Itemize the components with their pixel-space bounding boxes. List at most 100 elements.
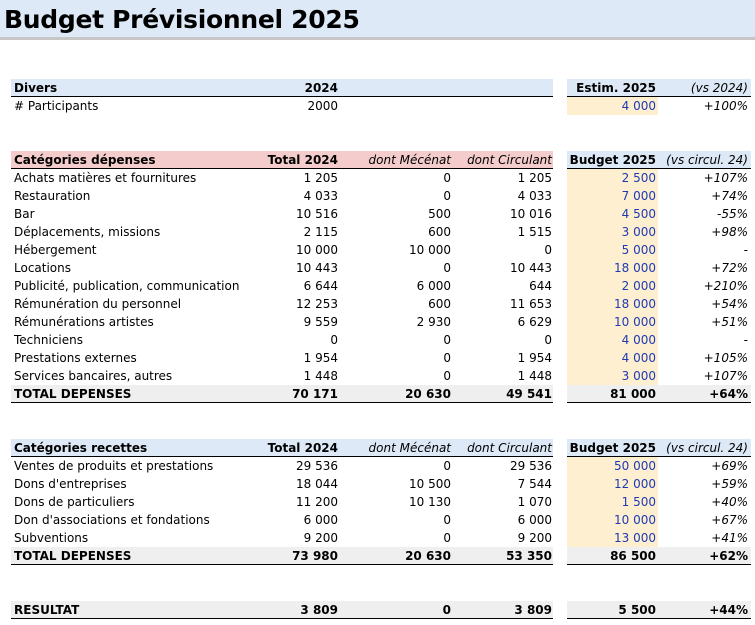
recettes-header-label: Catégories recettes — [14, 441, 148, 455]
row-label: Restauration — [14, 189, 91, 203]
table-row: Prestations externes 1 954 0 1 954 4 000 +105… — [11, 349, 755, 367]
table-row: Ventes de produits et prestations 29 536 0… — [11, 457, 755, 475]
cell-budget[interactable]: 5 000 — [621, 243, 656, 257]
cell-budget[interactable]: 4 500 — [621, 207, 656, 221]
total-mecenat: 20 630 — [405, 549, 451, 563]
cell-budget[interactable]: 4 000 — [621, 333, 656, 347]
recettes-total-row: TOTAL DEPENSES 73 980 20 630 53 350 86 5… — [11, 547, 755, 565]
cell-estim[interactable]: 4 000 — [621, 99, 656, 113]
divers-header-row: Divers 2024 Estim. 2025 (vs 2024) — [11, 79, 755, 97]
cell-mecenat: 0 — [443, 189, 451, 203]
row-label: Locations — [14, 261, 72, 275]
header-circulant: dont Circulant — [467, 153, 552, 167]
row-label: Achats matières et fournitures — [14, 171, 197, 185]
cell-total: 9 200 — [303, 531, 338, 545]
depenses-header-row: Catégories dépenses Total 2024 dont Mécé… — [11, 151, 755, 169]
row-label: Ventes de produits et prestations — [14, 459, 214, 473]
cell-total: 11 200 — [296, 495, 338, 509]
cell-2024: 2000 — [307, 99, 338, 113]
cell-budget[interactable]: 10 000 — [614, 315, 656, 329]
table-row: Publicité, publication, communication 6 6… — [11, 277, 755, 295]
table-row: Dons de particuliers 11 200 10 130 1 070 1 5… — [11, 493, 755, 511]
cell-budget[interactable]: 3 000 — [621, 225, 656, 239]
cell-vs: +105% — [703, 351, 748, 365]
recettes-header-row: Catégories recettes Total 2024 dont Mécé… — [11, 439, 755, 457]
table-row: Techniciens 0 0 0 4 000 - — [11, 331, 755, 349]
cell-total: 10 516 — [296, 207, 338, 221]
cell-vs: - — [743, 333, 748, 347]
cell-circulant: 6 000 — [517, 513, 552, 527]
divers-header-label: Divers — [14, 81, 58, 95]
cell-vs: +72% — [711, 261, 748, 275]
cell-budget[interactable]: 1 500 — [621, 495, 656, 509]
resultat-label: RESULTAT — [14, 603, 80, 617]
cell-budget[interactable]: 2 500 — [621, 171, 656, 185]
cell-vs: +210% — [703, 279, 748, 293]
cell-budget[interactable]: 18 000 — [614, 261, 656, 275]
row-label: Déplacements, missions — [14, 225, 161, 239]
cell-mecenat: 10 500 — [409, 477, 451, 491]
cell-budget[interactable]: 18 000 — [614, 297, 656, 311]
cell-budget[interactable]: 10 000 — [614, 513, 656, 527]
cell-mecenat: 600 — [428, 297, 451, 311]
cell-vs: +54% — [711, 297, 748, 311]
cell-mecenat: 0 — [443, 531, 451, 545]
table-row: Achats matières et fournitures 1 205 0 1 20… — [11, 169, 755, 187]
cell-circulant: 10 016 — [510, 207, 552, 221]
cell-budget[interactable]: 2 000 — [621, 279, 656, 293]
cell-total: 1 448 — [303, 369, 338, 383]
header-vs: (vs circul. 24) — [666, 441, 748, 455]
cell-circulant: 9 200 — [517, 531, 552, 545]
table-row: Don d'associations et fondations 6 000 0 6 … — [11, 511, 755, 529]
row-label: Bar — [14, 207, 35, 221]
cell-circulant: 7 544 — [517, 477, 552, 491]
header-vs: (vs circul. 24) — [666, 153, 748, 167]
table-row: Rémunération du personnel 12 253 600 11 653… — [11, 295, 755, 313]
cell-total: 2 115 — [303, 225, 338, 239]
cell-total: 18 044 — [296, 477, 338, 491]
cell-vs: - — [743, 243, 748, 257]
cell-budget[interactable]: 13 000 — [614, 531, 656, 545]
total-label: TOTAL DEPENSES — [14, 549, 132, 563]
cell-budget[interactable]: 50 000 — [614, 459, 656, 473]
row-label: # Participants — [14, 99, 99, 113]
cell-mecenat: 10 000 — [409, 243, 451, 257]
cell-total: 1 205 — [303, 171, 338, 185]
cell-circulant: 1 205 — [517, 171, 552, 185]
resultat-mecenat: 0 — [442, 603, 451, 617]
total-circulant: 53 350 — [506, 549, 552, 563]
cell-circulant: 644 — [529, 279, 552, 293]
row-label: Dons d'entreprises — [14, 477, 127, 491]
cell-total: 9 559 — [303, 315, 338, 329]
cell-circulant: 0 — [544, 243, 552, 257]
cell-budget[interactable]: 4 000 — [621, 351, 656, 365]
row-label: Rémunérations artistes — [14, 315, 154, 329]
depenses-header-label: Catégories dépenses — [14, 153, 156, 167]
cell-budget[interactable]: 7 000 — [621, 189, 656, 203]
cell-mecenat: 2 930 — [416, 315, 451, 329]
cell-circulant: 1 515 — [517, 225, 552, 239]
table-row: Services bancaires, autres 1 448 0 1 448 3 0… — [11, 367, 755, 385]
cell-circulant: 6 629 — [517, 315, 552, 329]
total-budget: 81 000 — [610, 387, 656, 401]
cell-mecenat: 0 — [443, 369, 451, 383]
cell-vs: +51% — [711, 315, 748, 329]
cell-vs: +98% — [711, 225, 748, 239]
resultat-vs: +44% — [709, 603, 748, 617]
cell-budget[interactable]: 12 000 — [614, 477, 656, 491]
depenses-total-row: TOTAL DEPENSES 70 171 20 630 49 541 81 0… — [11, 385, 755, 403]
row-label: Publicité, publication, communication — [14, 279, 240, 293]
resultat-budget: 5 500 — [618, 603, 656, 617]
cell-circulant: 1 070 — [517, 495, 552, 509]
cell-mecenat: 0 — [443, 513, 451, 527]
cell-mecenat: 6 000 — [416, 279, 451, 293]
divers-header-2024: 2024 — [304, 81, 338, 95]
cell-budget[interactable]: 3 000 — [621, 369, 656, 383]
cell-vs: +107% — [703, 171, 748, 185]
header-mecenat: dont Mécénat — [368, 441, 451, 455]
total-vs: +64% — [709, 387, 748, 401]
row-label: Don d'associations et fondations — [14, 513, 210, 527]
cell-circulant: 1 954 — [517, 351, 552, 365]
cell-vs: +59% — [711, 477, 748, 491]
table-row: Subventions 9 200 0 9 200 13 000 +41% — [11, 529, 755, 547]
